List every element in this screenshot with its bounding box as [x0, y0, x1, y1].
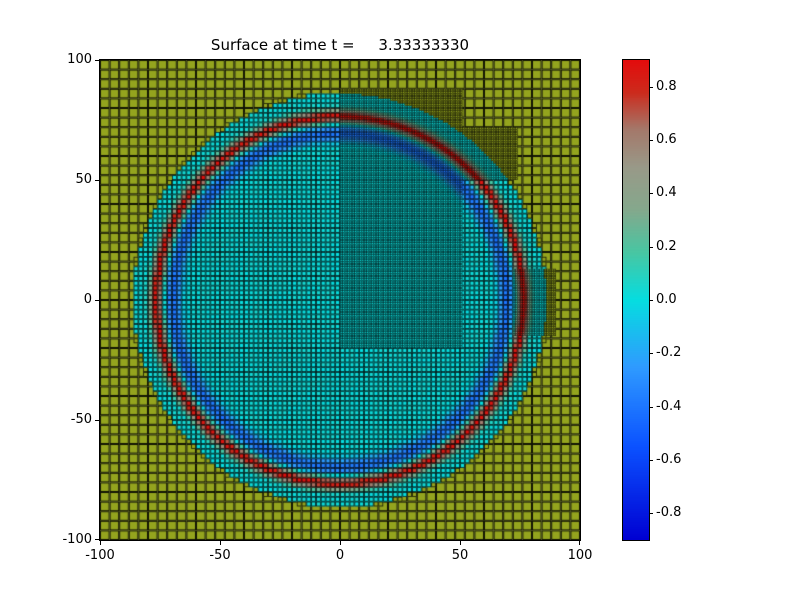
x-tick-mark [340, 541, 341, 545]
y-tick-label: -50 [70, 412, 92, 427]
colorbar-tick-label: -0.8 [656, 505, 682, 520]
x-tick-mark [100, 541, 101, 545]
y-tick-mark [95, 180, 99, 181]
y-tick-mark [95, 539, 99, 540]
colorbar-tick-mark [649, 407, 653, 408]
x-tick-label: 100 [567, 548, 593, 563]
x-tick-label: 0 [335, 548, 345, 563]
colorbar-tick-mark [649, 353, 653, 354]
colorbar-tick-mark [649, 140, 653, 141]
colorbar-tick-label: -0.4 [656, 399, 682, 414]
colorbar-tick-mark [649, 513, 653, 514]
y-tick-label: 100 [67, 52, 92, 67]
colorbar-gradient [623, 60, 649, 540]
colorbar-tick-mark [649, 247, 653, 248]
y-tick-label: -100 [62, 532, 92, 547]
colorbar-tick-label: -0.2 [656, 345, 682, 360]
x-tick-label: -50 [209, 548, 231, 563]
colorbar-tick-label: 0.0 [656, 292, 677, 307]
x-tick-label: -100 [85, 548, 115, 563]
colorbar-tick-mark [649, 300, 653, 301]
colorbar-tick-label: 0.4 [656, 185, 677, 200]
y-tick-label: 50 [75, 172, 92, 187]
x-tick-mark [220, 541, 221, 545]
colorbar-tick-label: 0.6 [656, 132, 677, 147]
y-tick-mark [95, 420, 99, 421]
x-tick-mark [579, 541, 580, 545]
plot-title: Surface at time t = 3.33333330 [210, 36, 470, 54]
y-tick-mark [95, 300, 99, 301]
x-tick-mark [460, 541, 461, 545]
y-tick-mark [95, 60, 99, 61]
colorbar-tick-mark [649, 87, 653, 88]
colorbar-tick-label: -0.6 [656, 452, 682, 467]
colorbar [622, 59, 650, 541]
colorbar-tick-mark [649, 193, 653, 194]
plot-area [99, 59, 581, 541]
x-tick-label: 50 [451, 548, 469, 563]
colorbar-tick-label: 0.2 [656, 239, 677, 254]
y-tick-label: 0 [83, 292, 92, 307]
colorbar-tick-mark [649, 460, 653, 461]
colorbar-tick-label: 0.8 [656, 79, 677, 94]
heatmap-canvas [100, 60, 580, 540]
